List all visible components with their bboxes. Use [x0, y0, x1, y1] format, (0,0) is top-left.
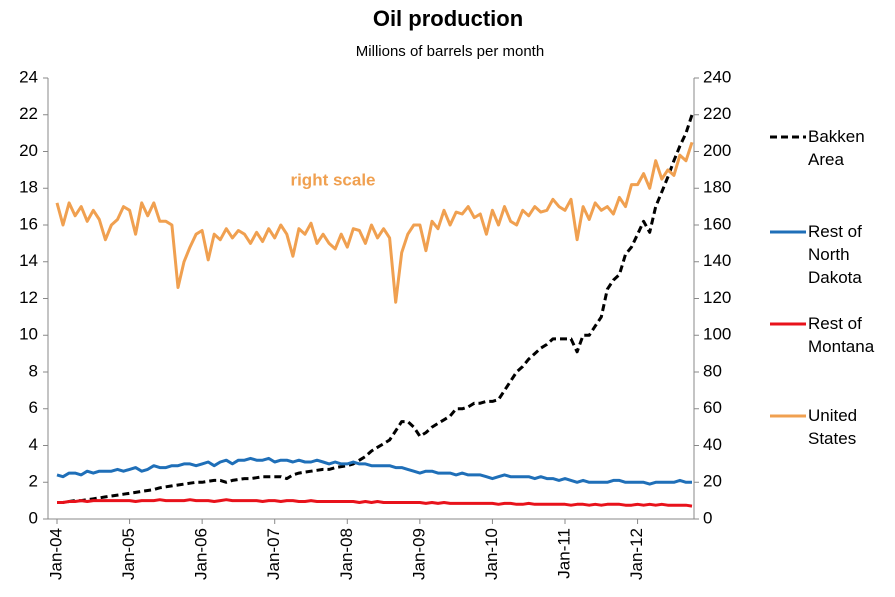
x-tick-label: Jan-09: [409, 528, 428, 580]
y-tick-label: 14: [19, 251, 38, 270]
y2-tick-label: 40: [703, 435, 722, 454]
y2-tick-label: 240: [703, 67, 731, 86]
y-tick-label: 6: [29, 398, 38, 417]
y-tick-label: 24: [19, 67, 38, 86]
annotation: right scale: [290, 170, 375, 189]
chart-title: Oil production: [373, 6, 523, 31]
y2-tick-label: 220: [703, 104, 731, 123]
chart-subtitle: Millions of barrels per month: [356, 43, 544, 60]
y2-tick-label: 80: [703, 361, 722, 380]
y2-tick-label: 140: [703, 251, 731, 270]
series-line: [57, 498, 693, 508]
x-tick-label: Jan-11: [554, 528, 573, 579]
y-tick-label: 2: [29, 472, 38, 491]
series-line: [55, 141, 694, 304]
x-tick-label: Jan-06: [192, 528, 211, 580]
y2-tick-label: 100: [703, 325, 731, 344]
y-tick-label: 12: [19, 288, 38, 307]
y-tick-label: 20: [19, 141, 38, 160]
y2-tick-label: 180: [703, 178, 731, 197]
legend-label: Rest of North Dakota: [808, 222, 862, 287]
y-tick-label: 0: [29, 508, 38, 527]
x-tick-label: Jan-05: [119, 528, 138, 580]
y-tick-label: 8: [29, 361, 38, 380]
x-tick-label: Jan-12: [627, 528, 646, 580]
y2-tick-label: 200: [703, 141, 731, 160]
y2-tick-label: 120: [703, 288, 731, 307]
y-tick-label: 22: [19, 104, 38, 123]
x-tick-label: Jan-04: [46, 528, 65, 580]
y-tick-label: 10: [19, 325, 38, 344]
series-line: [57, 114, 694, 504]
y-tick-label: 16: [19, 214, 38, 233]
x-tick-label: Jan-07: [264, 528, 283, 580]
legend-label: Rest of Montana: [808, 314, 875, 356]
x-tick-label: Jan-08: [337, 528, 356, 580]
x-tick-label: Jan-10: [482, 528, 501, 580]
legend-label: Bakken Area: [808, 127, 865, 169]
y2-tick-label: 160: [703, 214, 731, 233]
y-tick-label: 4: [29, 435, 38, 454]
y2-tick-label: 0: [703, 508, 712, 527]
y2-tick-label: 20: [703, 472, 722, 491]
y2-tick-label: 60: [703, 398, 722, 417]
legend-label: United States: [808, 406, 858, 448]
y-tick-label: 18: [19, 178, 38, 197]
series-line: [56, 456, 692, 486]
